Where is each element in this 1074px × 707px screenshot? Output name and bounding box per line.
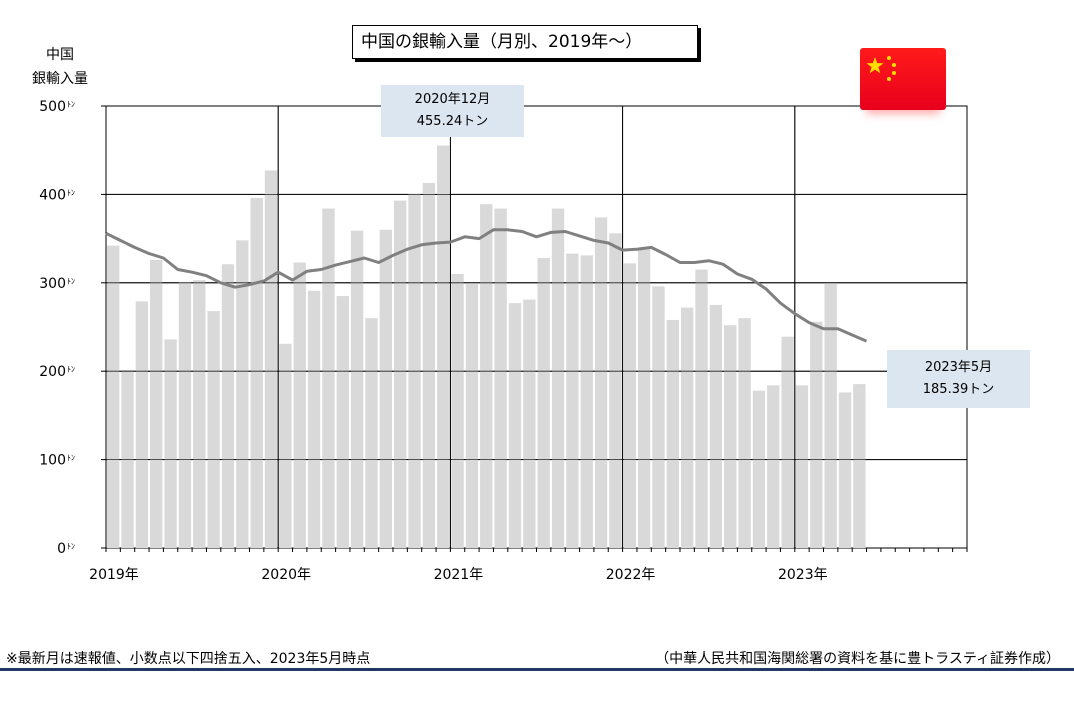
bar: [795, 385, 809, 548]
bar: [451, 273, 464, 548]
bar: [681, 307, 694, 548]
bar: [709, 304, 723, 548]
bar: [164, 339, 177, 548]
series-line: [105, 228, 868, 343]
chart-title: 中国の銀輸入量（月別、2019年～）: [352, 25, 698, 59]
latest-callout-value: 185.39トン: [922, 382, 995, 397]
bar: [609, 233, 622, 548]
bar: [437, 145, 450, 548]
bar: [824, 282, 837, 548]
bar: [480, 204, 493, 548]
bar: [652, 286, 665, 548]
bar: [322, 208, 335, 548]
bar: [150, 259, 163, 548]
bar: [365, 318, 378, 548]
bar: [193, 280, 206, 548]
bottom-rule: [0, 668, 1074, 671]
bar: [279, 343, 292, 548]
bar: [724, 325, 737, 548]
x-year-label: 2021年: [434, 567, 484, 583]
bar: [236, 240, 249, 549]
peak-callout-value: 455.24トン: [416, 114, 489, 129]
bar: [207, 311, 220, 548]
bar: [350, 230, 364, 549]
y-axis-label-line1: 中国: [46, 47, 74, 63]
bar: [264, 170, 278, 549]
bar: [537, 258, 550, 548]
x-year-label: 2023年: [778, 567, 828, 583]
footnote-left: ※最新月は速報値、小数点以下四捨五入、2023年5月時点: [6, 651, 371, 667]
y-tick-label: 0: [57, 541, 66, 557]
bar: [107, 245, 120, 548]
bar: [523, 299, 536, 548]
bar: [379, 229, 392, 548]
plot-frame: [105, 105, 968, 549]
y-tick-label: 300: [39, 276, 66, 292]
bar: [465, 282, 479, 548]
bar: [810, 321, 823, 548]
bar: [551, 208, 565, 548]
bar: [307, 290, 321, 548]
bar: [853, 384, 866, 548]
bar: [781, 336, 794, 548]
bar: [394, 200, 407, 548]
x-year-label: 2020年: [261, 567, 311, 583]
bar: [666, 319, 679, 548]
bar: [637, 247, 651, 548]
bar: [695, 269, 708, 548]
bar: [508, 303, 522, 548]
bar: [135, 301, 149, 548]
x-year-label: 2019年: [89, 567, 139, 583]
bar: [494, 208, 507, 548]
y-tick-unit: ﾄﾝ: [67, 454, 75, 463]
y-tick-unit: ﾄﾝ: [67, 100, 75, 109]
bar: [594, 217, 608, 548]
bar: [623, 263, 636, 548]
y-tick-unit: ﾄﾝ: [67, 277, 75, 286]
y-tick-label: 200: [39, 364, 66, 380]
x-year-label: 2022年: [606, 567, 656, 583]
bar: [566, 253, 579, 549]
bar: [752, 390, 766, 548]
latest-callout-date: 2023年5月: [924, 360, 993, 375]
china-flag-icon: [860, 48, 946, 110]
bar: [178, 281, 192, 548]
bar: [767, 385, 780, 548]
latest-callout: 2023年5月 185.39トン: [887, 350, 1030, 408]
peak-callout-date: 2020年12月: [414, 92, 491, 107]
bar: [293, 262, 306, 548]
bar: [422, 182, 436, 548]
bar: [221, 264, 235, 548]
y-tick-unit: ﾄﾝ: [67, 365, 75, 374]
source-note: （中華人民共和国海関総署の資料を基に豊トラスティ証券作成）: [655, 651, 1060, 667]
y-tick-label: 500: [39, 99, 66, 115]
y-tick-unit: ﾄﾝ: [67, 188, 75, 197]
y-tick-label: 100: [39, 453, 66, 469]
bar: [250, 197, 263, 548]
bar: [336, 296, 349, 548]
bar: [838, 392, 852, 548]
bar: [580, 255, 593, 548]
peak-callout: 2020年12月 455.24トン: [381, 85, 524, 137]
y-tick-unit: ﾄﾝ: [67, 542, 75, 551]
bar: [738, 318, 751, 548]
y-tick-label: 400: [39, 187, 66, 203]
y-axis-label-line2: 銀輸入量: [32, 71, 88, 87]
